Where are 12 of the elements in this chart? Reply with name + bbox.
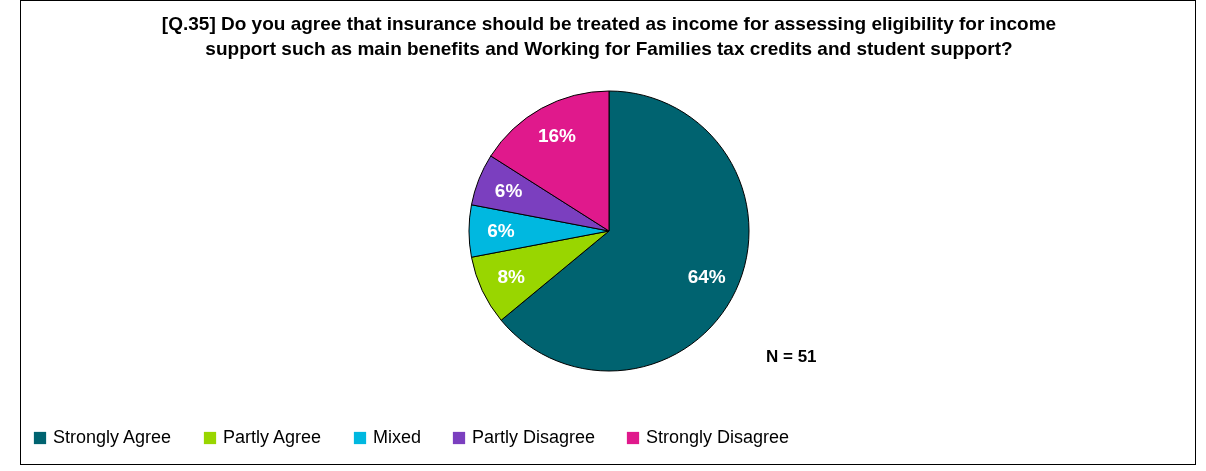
legend-label: Strongly Agree	[53, 427, 172, 447]
data-label: 6%	[487, 220, 515, 241]
data-label: 16%	[537, 125, 577, 147]
text: N = 51	[766, 347, 817, 366]
legend-label: Partly Agree	[223, 427, 322, 447]
data-label: 64%	[687, 265, 726, 287]
legend-label: Mixed	[373, 427, 422, 447]
legend-label: Partly Disagree	[472, 427, 596, 447]
data-label: 6%	[494, 180, 523, 202]
chart-title: [Q.35] Do you agree that insurance should be treated as income for assessing eligibility for income support such as main benefits and Working for Families tax credits and student support?	[161, 13, 1057, 59]
data-label: 8%	[497, 265, 526, 287]
legend-label: Strongly Disagree	[646, 427, 790, 447]
